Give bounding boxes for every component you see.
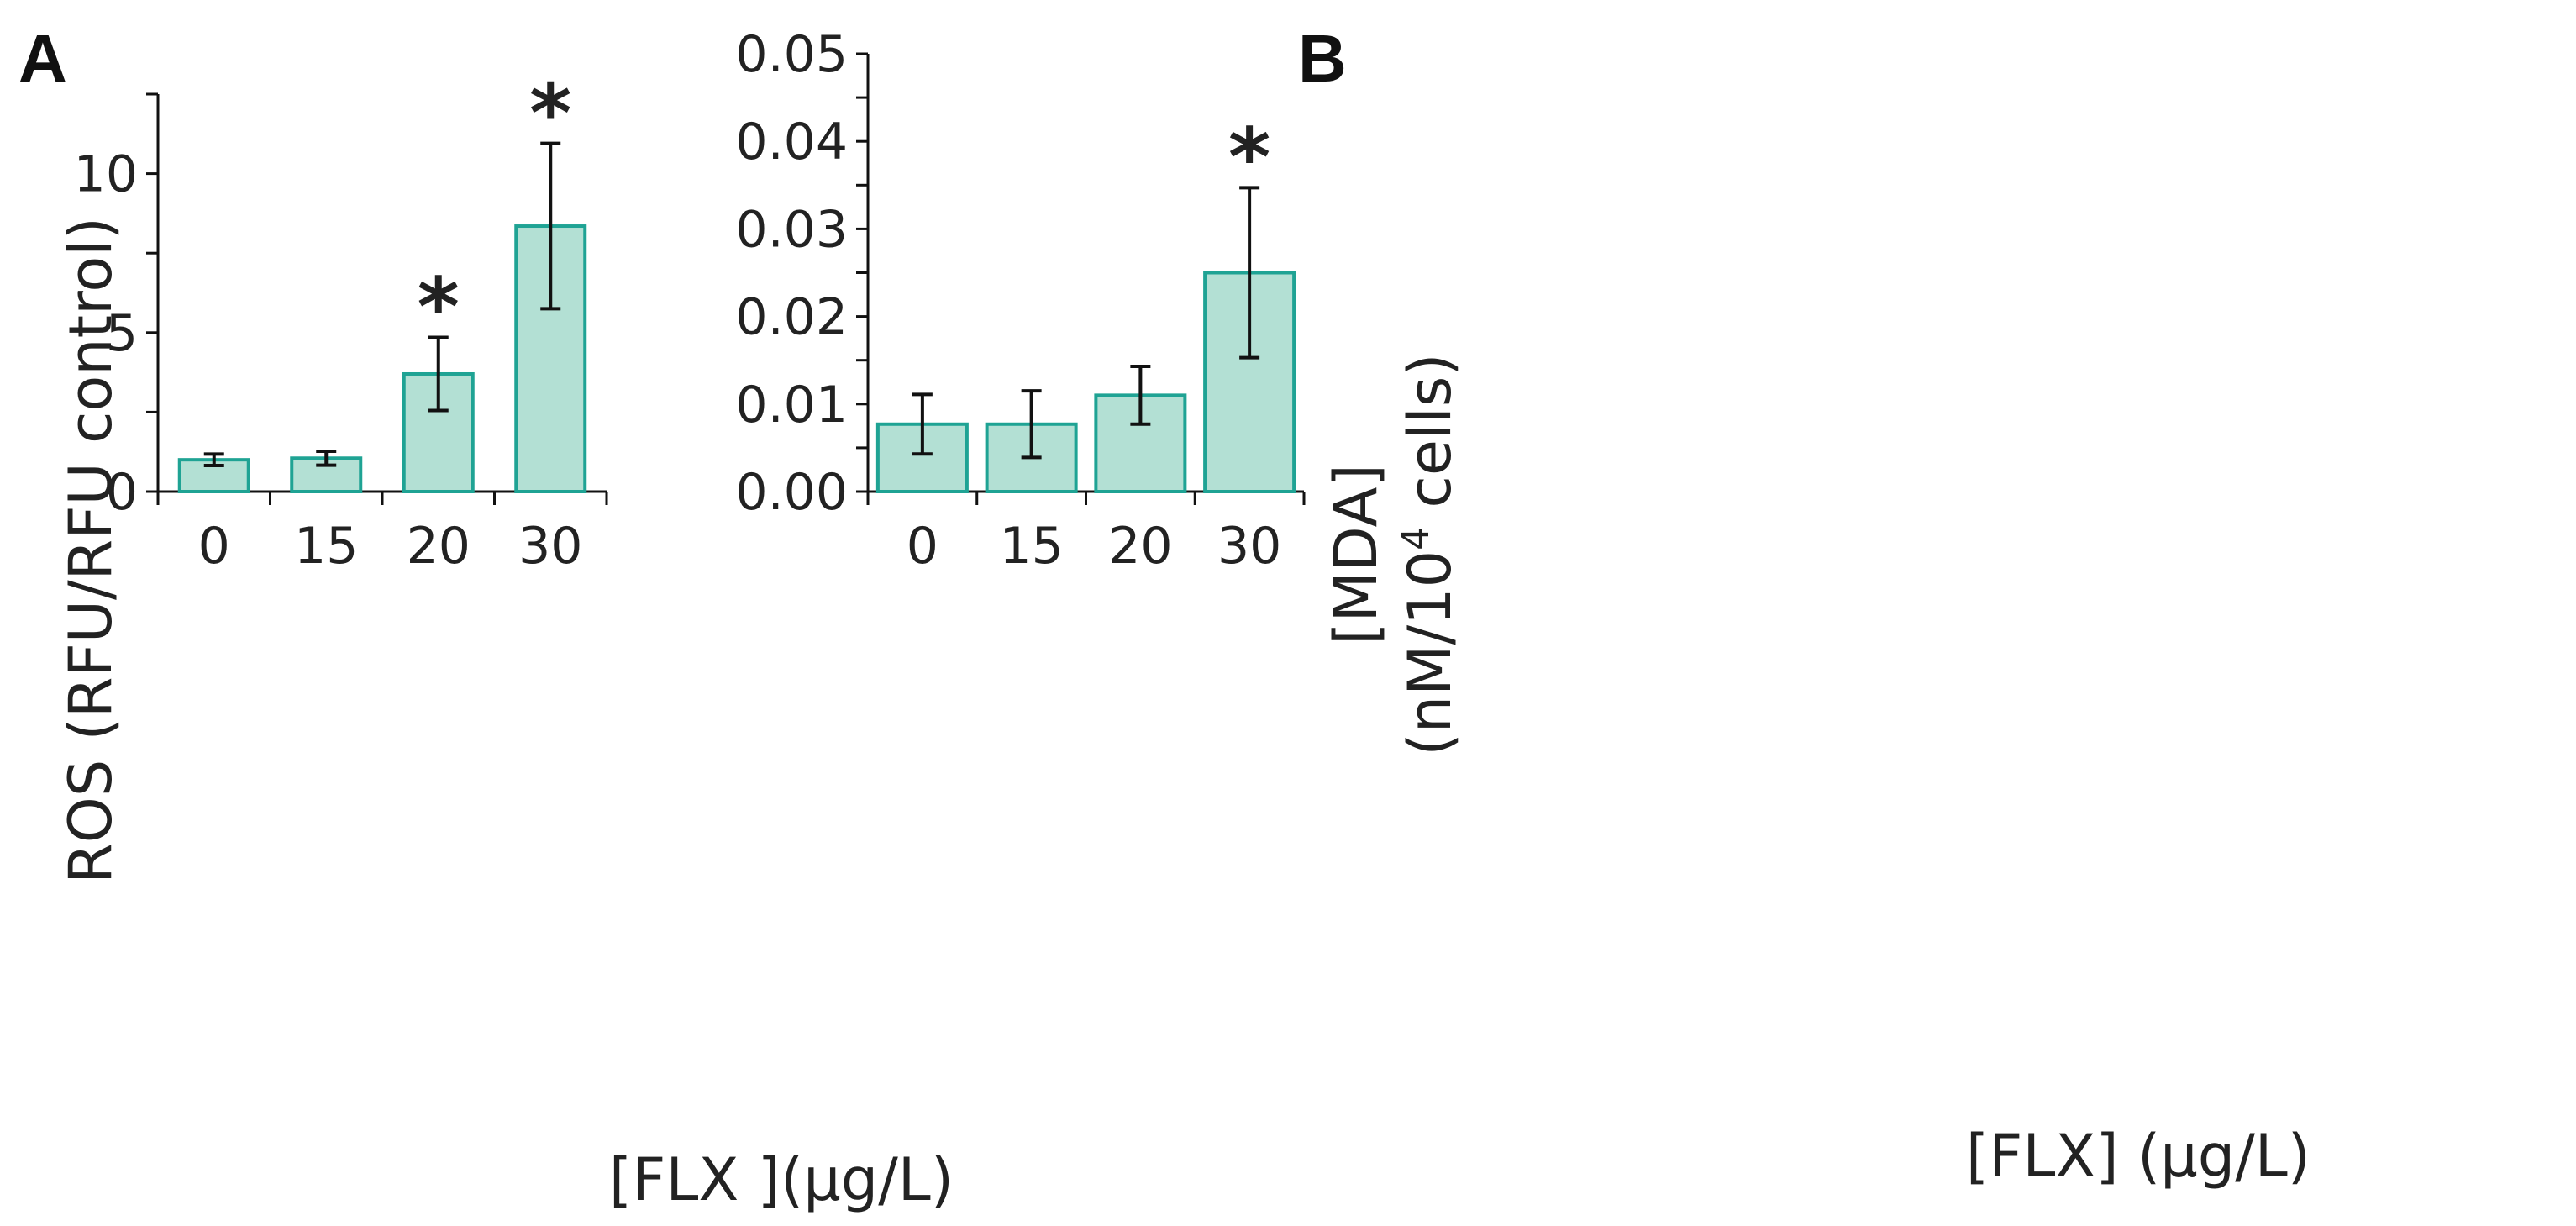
x-tick-label: 30 [518, 517, 582, 576]
chart-panel-b: B [MDA] (nM/104 cells) [FLX] (µg/L) 0.00… [735, 21, 2311, 1191]
y-tick-label: 10 [74, 145, 138, 204]
x-tick-label: 0 [198, 517, 230, 576]
x-axis-title: [FLX] (µg/L) [1966, 1122, 2311, 1191]
y-axis-title-prefix: (nM/10 [1396, 550, 1464, 756]
y-tick-label: 0.03 [735, 200, 848, 259]
x-axis-title: [FLX ](µg/L) [609, 1145, 954, 1214]
y-axis-title-line1: [MDA] [1322, 464, 1391, 645]
y-axis-title: ROS (RFU/RFU control) [56, 217, 125, 884]
x-tick-label: 20 [1108, 517, 1172, 576]
plot-area: 0 5 10 0 15 20 * 30 * [74, 66, 608, 576]
y-tick-label: 0 [106, 463, 138, 522]
significance-marker: * [1228, 111, 1270, 205]
x-tick-label: 15 [294, 517, 358, 576]
x-tick-label: 0 [907, 517, 938, 576]
panel-label-a: A [18, 21, 67, 96]
y-tick-label: 0.02 [735, 288, 848, 347]
x-tick-label: 20 [407, 517, 471, 576]
y-tick-label: 0.01 [735, 376, 848, 434]
y-tick-label: 0.04 [735, 113, 848, 171]
y-axis-title-suffix: cells) [1396, 353, 1464, 526]
panel-label-b: B [1298, 21, 1347, 96]
significance-marker: * [529, 66, 571, 160]
x-tick-label: 30 [1217, 517, 1281, 576]
y-tick-label: 0.05 [735, 25, 848, 84]
y-tick-label: 5 [106, 304, 138, 363]
y-tick-label: 0.00 [735, 463, 848, 522]
y-axis-title-exponent: 4 [1395, 527, 1438, 550]
significance-marker: * [418, 260, 460, 355]
plot-area: 0.00 0.01 0.02 0.03 0.04 0.05 0 15 20 30 * [735, 25, 1306, 576]
y-axis-title: [MDA] (nM/104 cells) [1322, 353, 1464, 755]
chart-panel-a: A ROS (RFU/RFU control) [FLX ](µg/L) 0 5 1… [18, 21, 954, 1214]
x-tick-label: 15 [999, 517, 1063, 576]
y-axis-title-line2: (nM/104 cells) [1395, 353, 1464, 755]
